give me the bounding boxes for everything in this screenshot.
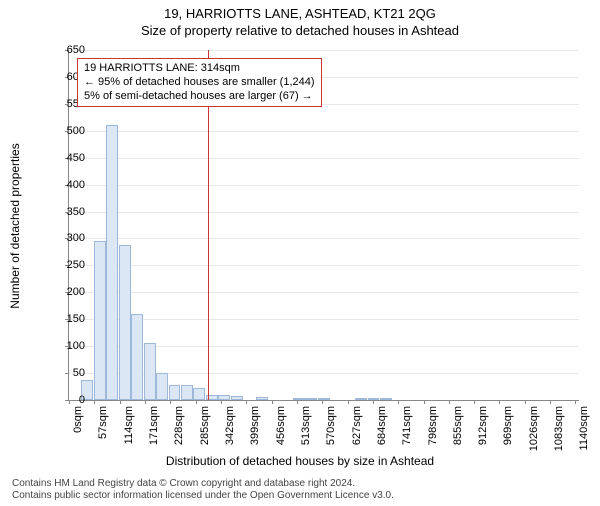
xtick-mark bbox=[94, 400, 95, 404]
xtick-mark bbox=[272, 400, 273, 404]
xtick-mark bbox=[575, 400, 576, 404]
xtick-mark bbox=[525, 400, 526, 404]
xtick-mark bbox=[348, 400, 349, 404]
xtick-label: 57sqm bbox=[97, 406, 109, 439]
annotation-line: ← 95% of detached houses are smaller (1,… bbox=[84, 76, 315, 90]
title-sub: Size of property relative to detached ho… bbox=[0, 23, 600, 38]
xtick-label: 285sqm bbox=[199, 406, 211, 445]
xtick-mark bbox=[550, 400, 551, 404]
xtick-label: 228sqm bbox=[173, 406, 185, 445]
histogram-bar bbox=[293, 398, 305, 400]
xtick-label: 627sqm bbox=[351, 406, 363, 445]
ytick-label: 300 bbox=[45, 232, 85, 244]
xtick-mark bbox=[499, 400, 500, 404]
xtick-mark bbox=[373, 400, 374, 404]
histogram-bar bbox=[305, 398, 317, 400]
footer-line-1: Contains HM Land Registry data © Crown c… bbox=[12, 478, 394, 490]
histogram-bar bbox=[355, 398, 367, 400]
ytick-label: 50 bbox=[45, 367, 85, 379]
xtick-label: 912sqm bbox=[477, 406, 489, 445]
xtick-mark bbox=[145, 400, 146, 404]
xtick-label: 456sqm bbox=[275, 406, 287, 445]
ytick-label: 400 bbox=[45, 179, 85, 191]
gridline bbox=[69, 265, 579, 266]
histogram-bar bbox=[231, 396, 243, 400]
y-axis-label: Number of detached properties bbox=[8, 143, 22, 308]
gridline bbox=[69, 319, 579, 320]
xtick-label: 513sqm bbox=[300, 406, 312, 445]
histogram-bar bbox=[181, 385, 193, 400]
gridline bbox=[69, 212, 579, 213]
histogram-bar bbox=[156, 373, 168, 400]
annotation-line: 19 HARRIOTTS LANE: 314sqm bbox=[84, 62, 315, 76]
xtick-mark bbox=[221, 400, 222, 404]
histogram-bar bbox=[131, 314, 143, 400]
histogram-bar bbox=[94, 241, 106, 400]
xtick-mark bbox=[170, 400, 171, 404]
annotation-box: 19 HARRIOTTS LANE: 314sqm← 95% of detach… bbox=[77, 58, 322, 107]
ytick-label: 0 bbox=[45, 394, 85, 406]
xtick-mark bbox=[196, 400, 197, 404]
ytick-label: 650 bbox=[45, 44, 85, 56]
histogram-bar bbox=[106, 125, 118, 400]
histogram-bar bbox=[193, 388, 205, 400]
ytick-label: 350 bbox=[45, 206, 85, 218]
xtick-mark bbox=[120, 400, 121, 404]
histogram-bar bbox=[256, 397, 268, 400]
gridline bbox=[69, 50, 579, 51]
xtick-label: 570sqm bbox=[325, 406, 337, 445]
xtick-mark bbox=[297, 400, 298, 404]
xtick-mark bbox=[474, 400, 475, 404]
gridline bbox=[69, 292, 579, 293]
histogram-bar bbox=[169, 385, 181, 400]
title-main: 19, HARRIOTTS LANE, ASHTEAD, KT21 2QG bbox=[0, 6, 600, 21]
xtick-label: 798sqm bbox=[427, 406, 439, 445]
xtick-mark bbox=[322, 400, 323, 404]
xtick-label: 0sqm bbox=[72, 406, 84, 433]
xtick-label: 342sqm bbox=[224, 406, 236, 445]
ytick-label: 150 bbox=[45, 313, 85, 325]
annotation-line: 5% of semi-detached houses are larger (6… bbox=[84, 90, 315, 104]
xtick-label: 855sqm bbox=[452, 406, 464, 445]
ytick-label: 500 bbox=[45, 125, 85, 137]
ytick-label: 450 bbox=[45, 152, 85, 164]
xtick-mark bbox=[246, 400, 247, 404]
xtick-label: 114sqm bbox=[123, 406, 135, 444]
xtick-mark bbox=[424, 400, 425, 404]
xtick-label: 741sqm bbox=[401, 406, 413, 445]
histogram-bar bbox=[318, 398, 330, 400]
histogram-bar bbox=[119, 245, 131, 400]
ytick-label: 100 bbox=[45, 340, 85, 352]
footer-attribution: Contains HM Land Registry data © Crown c… bbox=[12, 478, 394, 502]
histogram-bar bbox=[380, 398, 392, 400]
gridline bbox=[69, 158, 579, 159]
gridline bbox=[69, 131, 579, 132]
xtick-mark bbox=[398, 400, 399, 404]
xtick-label: 969sqm bbox=[502, 406, 514, 445]
ytick-label: 200 bbox=[45, 286, 85, 298]
xtick-label: 684sqm bbox=[376, 406, 388, 445]
xtick-mark bbox=[449, 400, 450, 404]
xtick-label: 1026sqm bbox=[528, 406, 540, 451]
x-axis-label: Distribution of detached houses by size … bbox=[0, 454, 600, 468]
footer-line-2: Contains public sector information licen… bbox=[12, 490, 394, 502]
xtick-label: 1140sqm bbox=[578, 406, 590, 450]
histogram-bar bbox=[144, 343, 156, 400]
xtick-label: 1083sqm bbox=[553, 406, 565, 451]
gridline bbox=[69, 238, 579, 239]
xtick-label: 171sqm bbox=[148, 406, 160, 445]
xtick-label: 399sqm bbox=[249, 406, 261, 445]
gridline bbox=[69, 185, 579, 186]
chart-container: 19, HARRIOTTS LANE, ASHTEAD, KT21 2QG Si… bbox=[0, 6, 600, 506]
ytick-label: 250 bbox=[45, 259, 85, 271]
